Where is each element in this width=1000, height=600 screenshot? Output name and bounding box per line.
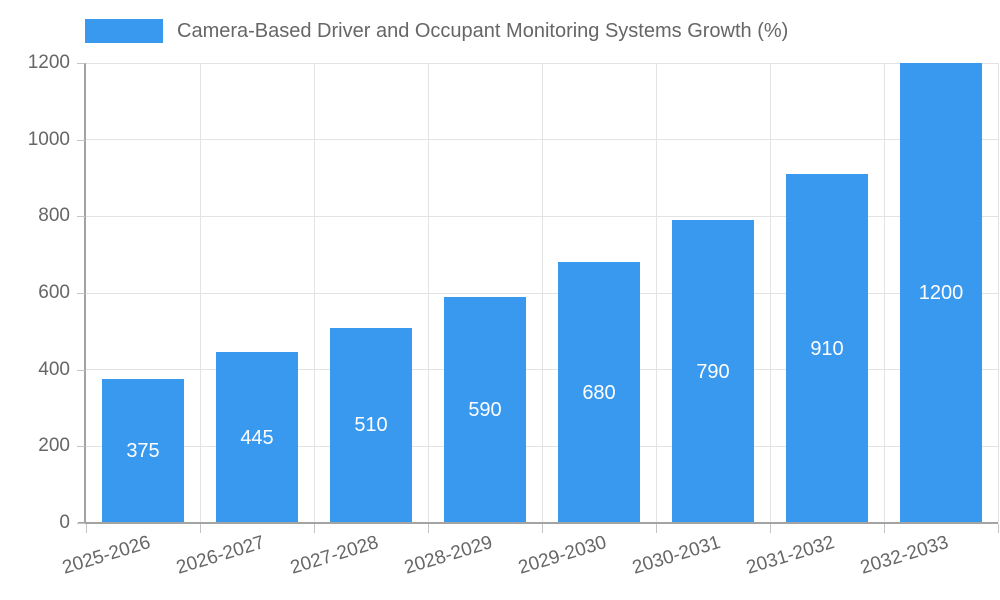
- x-tick-label: 2028-2029: [402, 532, 496, 579]
- chart-legend-item[interactable]: Camera-Based Driver and Occupant Monitor…: [85, 16, 788, 46]
- gridline-vertical: [199, 63, 201, 523]
- y-tick-label: 0: [59, 512, 70, 533]
- x-tick-label: 2027-2028: [288, 532, 382, 579]
- bar-value-label: 590: [468, 398, 502, 421]
- x-tick-mark: [199, 524, 201, 533]
- x-tick-mark: [655, 524, 657, 533]
- x-tick-mark: [85, 524, 87, 533]
- gridline-vertical: [313, 63, 315, 523]
- x-tick-label: 2032-2033: [858, 532, 952, 579]
- gridline-vertical: [997, 63, 999, 523]
- bar-value-label: 510: [354, 414, 388, 437]
- bar-value-label: 445: [240, 426, 274, 449]
- y-tick-label: 200: [38, 435, 70, 457]
- y-tick-mark: [77, 446, 85, 448]
- y-tick-label: 1000: [27, 128, 70, 150]
- gridline-vertical: [883, 63, 885, 523]
- x-tick-mark: [313, 524, 315, 533]
- bar[interactable]: [900, 63, 982, 523]
- bar-value-label: 1200: [918, 282, 964, 304]
- y-tick-mark: [77, 293, 85, 294]
- bar[interactable]: [216, 352, 298, 523]
- y-tick-label: 600: [38, 282, 70, 303]
- bar-value-label: 790: [696, 360, 730, 383]
- gridline-vertical: [655, 63, 657, 523]
- x-tick-mark: [883, 524, 885, 533]
- legend-swatch: [85, 19, 163, 43]
- x-tick-label: 2026-2027: [174, 532, 268, 579]
- x-tick-mark: [997, 524, 999, 533]
- x-tick-label: 2025-2026: [60, 532, 154, 579]
- x-axis-line: [78, 522, 998, 524]
- x-tick-mark: [541, 524, 543, 533]
- plot-area: 375 445 510 590 680 790 910 1200: [86, 62, 999, 523]
- x-tick-mark: [427, 524, 429, 533]
- y-tick-mark: [77, 523, 85, 524]
- bar[interactable]: [444, 296, 526, 523]
- bar[interactable]: [558, 262, 640, 523]
- bar[interactable]: [672, 220, 754, 523]
- x-tick-label: 2029-2030: [516, 532, 610, 579]
- bar[interactable]: [786, 174, 868, 523]
- bar-value-label: 910: [810, 337, 844, 360]
- x-tick-mark: [769, 524, 771, 533]
- bar-value-label: 375: [126, 440, 160, 463]
- y-tick-mark: [77, 369, 85, 371]
- legend-label: Camera-Based Driver and Occupant Monitor…: [177, 19, 789, 42]
- y-tick-mark: [77, 139, 85, 141]
- bar[interactable]: [102, 379, 184, 523]
- y-tick-label: 800: [38, 205, 70, 227]
- gridline-vertical: [427, 63, 429, 523]
- y-tick-mark: [77, 63, 85, 64]
- gridline-vertical: [769, 63, 771, 523]
- gridline-vertical: [541, 63, 543, 523]
- y-tick-mark: [77, 216, 85, 218]
- y-axis-line: [84, 63, 86, 524]
- y-tick-label: 1200: [27, 52, 70, 73]
- bar-value-label: 680: [582, 381, 616, 404]
- bar[interactable]: [330, 327, 412, 523]
- x-tick-label: 2030-2031: [630, 532, 724, 579]
- y-tick-label: 400: [38, 358, 70, 380]
- x-tick-label: 2031-2032: [744, 532, 838, 579]
